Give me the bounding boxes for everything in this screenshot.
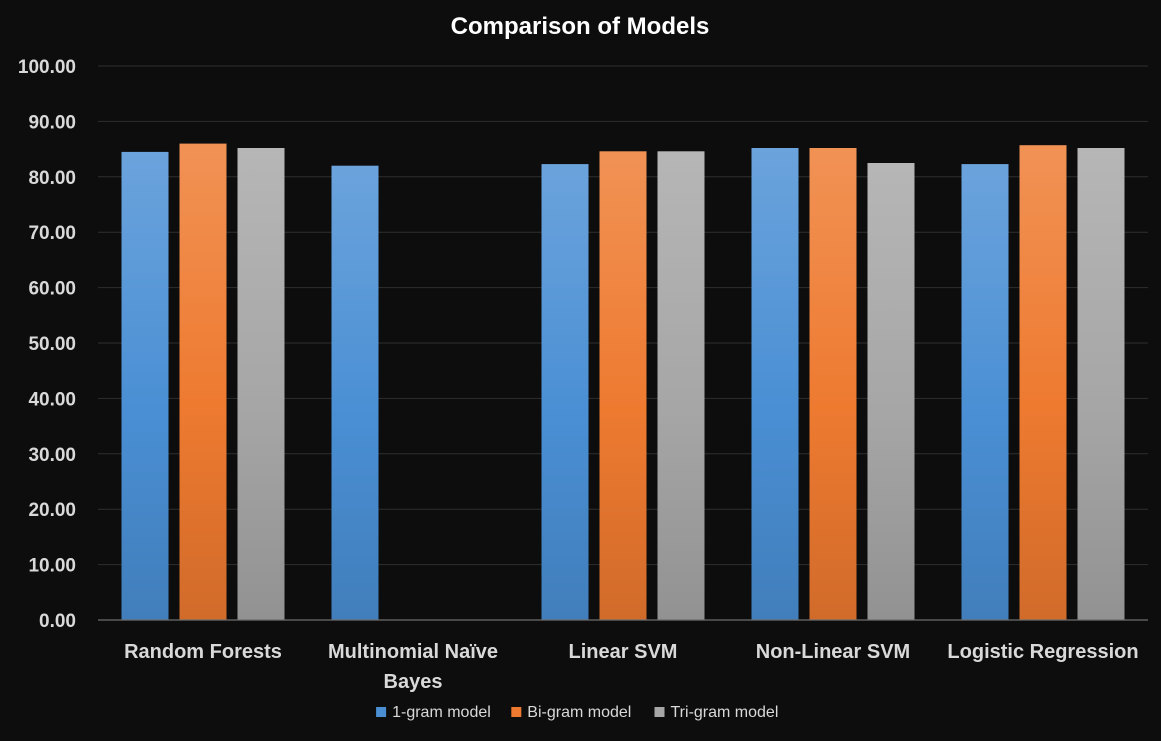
bar-1-gram-model-2	[541, 164, 589, 620]
bar-bi-gram-model-3	[809, 148, 857, 620]
x-tick-label: Logistic Regression	[947, 641, 1138, 663]
legend-swatch	[654, 707, 665, 717]
y-tick-label: 0.00	[39, 611, 76, 632]
x-axis-ticks: Random Forests Multinomial Naïve Bayes Line…	[124, 641, 1138, 693]
y-tick-label: 90.00	[28, 112, 76, 133]
bar-tri-gram-model-3	[867, 163, 915, 620]
legend-label: 1-gram model	[392, 704, 491, 721]
x-tick-label: Linear SVM	[569, 641, 678, 663]
y-axis-ticks: 0.00 10.00 20.00 30.00 40.00 50.00 60.00 70.00 8…	[18, 57, 76, 632]
bar-1-gram-model-3	[751, 148, 799, 620]
x-tick-label: Random Forests	[124, 641, 282, 663]
legend-swatch	[376, 707, 387, 717]
y-tick-label: 100.00	[18, 57, 76, 78]
chart-title: Comparison of Models	[451, 13, 710, 40]
bar-tri-gram-model-4	[1077, 148, 1125, 620]
bar-bi-gram-model-2	[599, 151, 647, 621]
bar-1-gram-model-0	[121, 151, 169, 620]
bar-1-gram-model-1	[331, 165, 379, 620]
legend-item: Bi-gram model	[511, 704, 631, 721]
y-tick-label: 30.00	[28, 445, 76, 466]
bar-bi-gram-model-4	[1019, 145, 1067, 620]
y-tick-label: 20.00	[28, 500, 76, 521]
bar-1-gram-model-4	[961, 164, 1009, 620]
legend: 1-gram model Bi-gram model Tri-gram model	[376, 704, 778, 721]
legend-item: Tri-gram model	[654, 704, 779, 721]
legend-label: Bi-gram model	[527, 704, 631, 721]
x-tick-label: Non-Linear SVM	[756, 641, 910, 663]
legend-item: 1-gram model	[376, 704, 491, 721]
y-tick-label: 80.00	[28, 168, 76, 189]
bar-bi-gram-model-0	[179, 143, 227, 620]
bar-tri-gram-model-0	[237, 148, 285, 620]
y-tick-label: 40.00	[28, 389, 76, 410]
y-tick-label: 50.00	[28, 334, 76, 355]
x-tick-label: Multinomial Naïve Bayes	[328, 641, 498, 693]
legend-label: Tri-gram model	[671, 704, 779, 721]
legend-swatch	[511, 707, 522, 717]
y-tick-label: 70.00	[28, 223, 76, 244]
y-tick-label: 10.00	[28, 556, 76, 577]
bar-tri-gram-model-2	[657, 151, 705, 621]
bars	[121, 143, 1125, 621]
y-tick-label: 60.00	[28, 279, 76, 300]
